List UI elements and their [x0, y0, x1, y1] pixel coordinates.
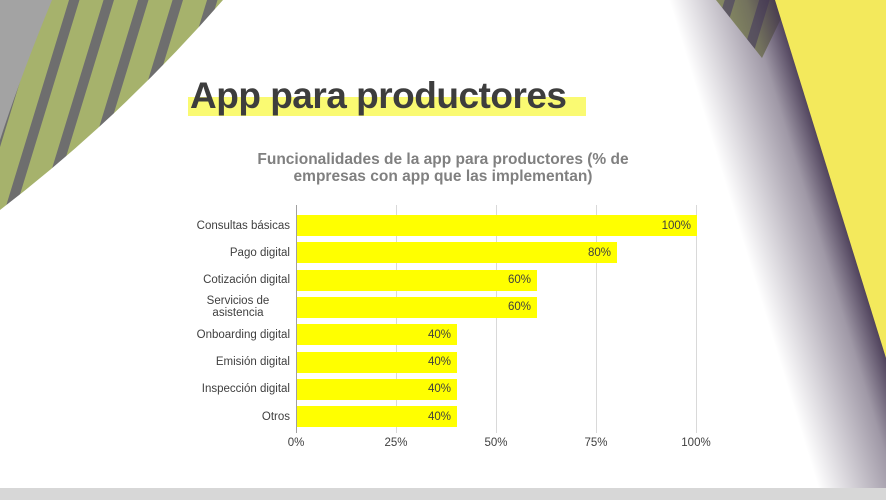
- gridline: [696, 205, 697, 433]
- x-tick-label: 100%: [681, 437, 711, 449]
- x-tick-label: 75%: [584, 437, 608, 449]
- category-label: Consultas básicas: [196, 219, 290, 232]
- category-axis-labels: Consultas básicas Pago digital Cotización …: [186, 205, 290, 433]
- bar-value-label: 60%: [507, 274, 531, 287]
- bar-value-label: 40%: [427, 328, 451, 341]
- gridline: [496, 205, 497, 433]
- category-label: Emisión digital: [215, 356, 290, 368]
- bar-value-label: 40%: [427, 410, 451, 423]
- category-label: Onboarding digital: [196, 328, 290, 341]
- bar-value-label: 100%: [661, 219, 691, 232]
- slide-bottom-strip: [0, 488, 886, 500]
- bar-5: 40%: [297, 324, 457, 346]
- x-tick-label: 50%: [484, 437, 508, 449]
- bar-2: 80%: [297, 242, 617, 264]
- chart-title-line-1: Funcionalidades de la app para productor…: [257, 151, 629, 168]
- bar-4: 60%: [297, 296, 537, 318]
- bar-3: 60%: [297, 269, 537, 291]
- bar-value-label: 40%: [427, 356, 451, 368]
- gridline: [396, 205, 397, 433]
- bar-chart-plot-area: 100% 80% 60% 60% 40% 40% 40% 40%: [296, 205, 697, 433]
- category-label: Inspección digital: [201, 383, 290, 396]
- title-highlight-bar: [188, 97, 586, 116]
- bar-1: 100%: [297, 215, 697, 236]
- value-axis-tick-labels: 0% 25% 50% 75% 100%: [288, 437, 711, 451]
- x-tick-label: 25%: [384, 437, 408, 449]
- bar-value-label: 80%: [587, 246, 611, 259]
- category-label: Cotización digital: [203, 274, 290, 287]
- bar-7: 40%: [297, 378, 457, 400]
- page-title: App para productores: [190, 74, 567, 116]
- corner-gray-decoration: [0, 0, 52, 140]
- category-label: Otros: [261, 410, 290, 423]
- yellow-band-decoration: [775, 0, 886, 358]
- chart-title: Funcionalidades de la app para productor…: [178, 151, 708, 185]
- chart-title-line-2: empresas con app que las implementan): [293, 168, 593, 185]
- bar-8: 40%: [297, 406, 457, 428]
- gridline: [596, 205, 597, 433]
- x-tick-label: 0%: [287, 437, 305, 449]
- bar-value-label: 40%: [427, 383, 451, 396]
- top-right-stripes-decoration: [716, 0, 790, 58]
- bar-value-label: 60%: [507, 301, 531, 314]
- bar-6: 40%: [297, 351, 457, 373]
- category-label: Pago digital: [229, 246, 290, 259]
- category-label: Servicios de asistencia: [206, 295, 270, 320]
- value-axis-line: [296, 205, 297, 433]
